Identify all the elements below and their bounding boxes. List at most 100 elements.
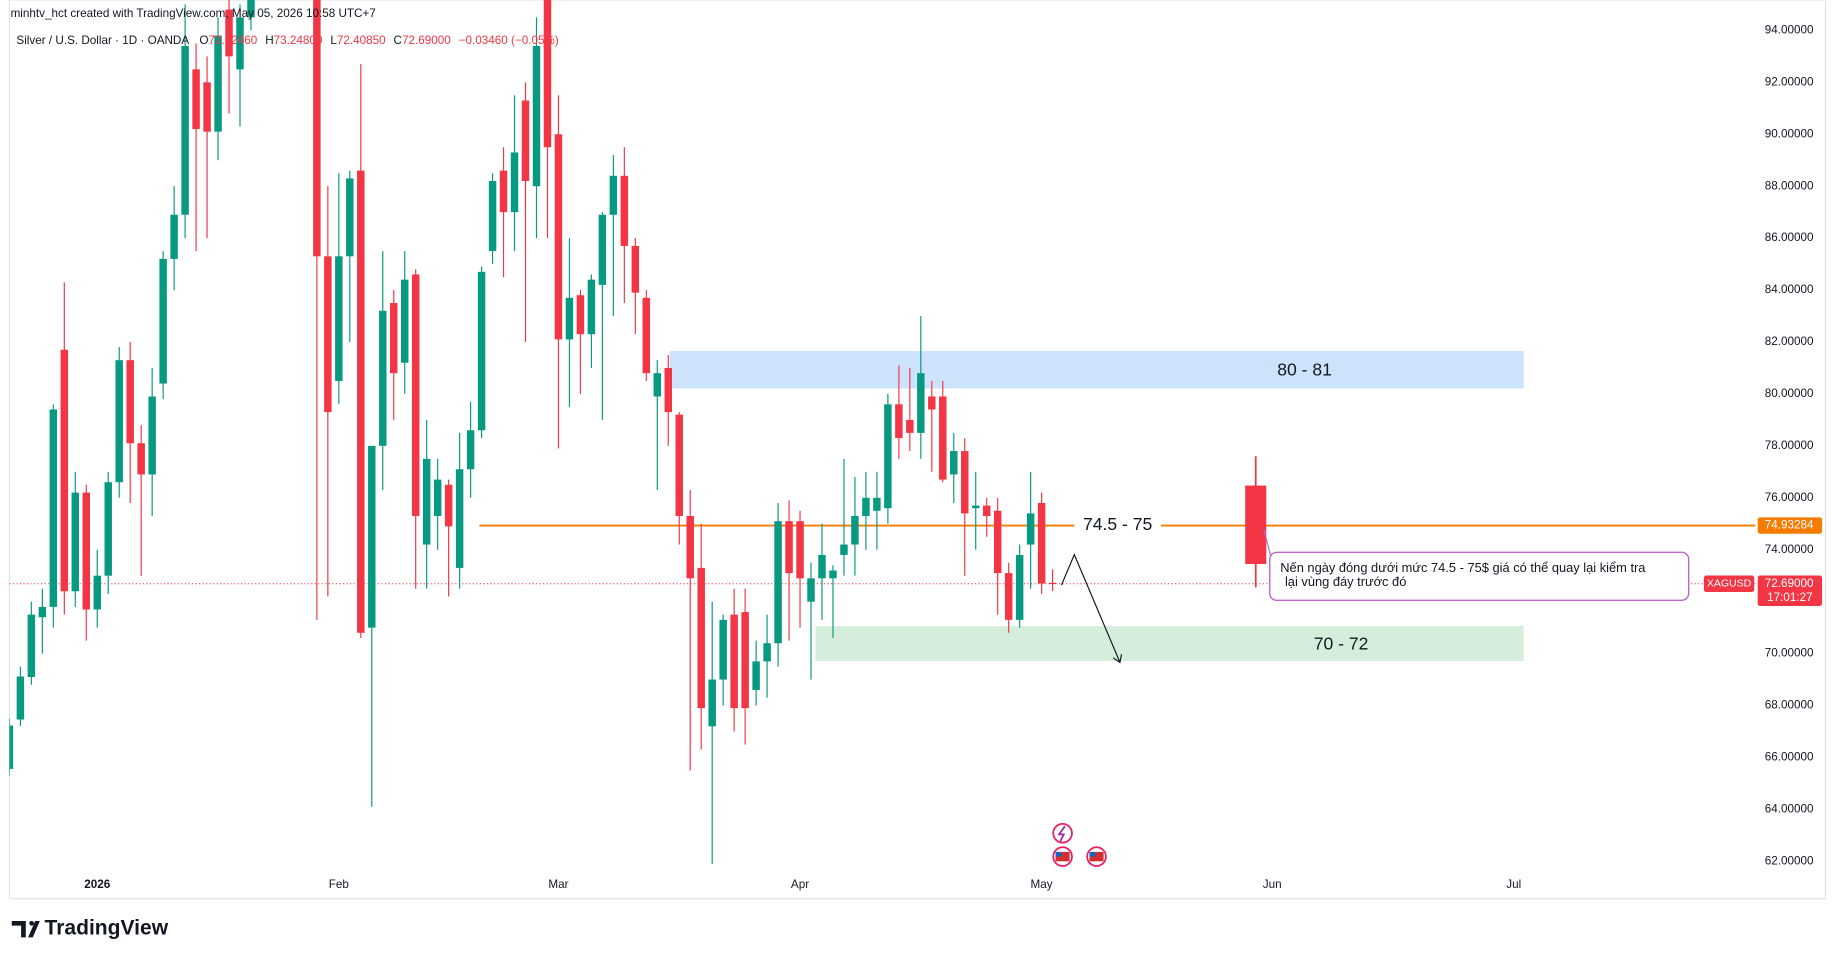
candle-body [565,297,574,340]
y-tick-label: 76.00000 [1765,491,1814,504]
y-tick-label: 94.00000 [1765,23,1814,36]
candle-body [499,170,508,213]
candle-body [829,570,837,579]
candle-body [961,451,969,514]
x-tick-label: Feb [329,878,350,891]
candle-body [576,295,585,335]
candle-body [379,310,387,446]
y-tick-label: 64.00000 [1765,802,1814,815]
x-tick-label: May [1031,878,1053,891]
candle-body [203,82,211,132]
candle-body [785,521,793,574]
symbol-text: XAGUSD [1707,578,1752,590]
candle-body [148,396,156,475]
candle-body [906,419,914,433]
candle-body [71,492,80,592]
projection-body [1245,485,1267,565]
y-tick-label: 92.00000 [1765,75,1814,88]
candle-body [192,69,200,130]
candle-body [247,0,255,18]
legend-label: L [330,34,337,47]
candle-body [390,303,398,374]
overlays: 80 - 81 70 - 72 74.5 - 75 [1083,360,1368,654]
y-tick-label: 80.00000 [1765,387,1814,400]
y-tick-label: 82.00000 [1765,335,1814,348]
candle-body [686,515,694,579]
y-tick-label: 88.00000 [1765,179,1814,192]
candle-body [16,676,25,720]
candle-body [928,396,936,410]
candle-body [664,367,672,413]
level-price-tag [1757,517,1823,534]
candle-body [1037,502,1046,584]
candle-body [950,451,958,475]
candle-body [971,505,980,509]
candle-body [993,510,1002,574]
candle-body [939,396,947,480]
level-price-text: 74.93284 [1765,519,1814,532]
candle-body [532,45,541,187]
brand-logo [11,920,40,938]
candle-body [1015,554,1024,620]
candle-body [313,0,321,257]
candle-body [346,178,354,257]
candle-body [368,445,376,628]
legend-value: 72.69000 [402,34,451,47]
candle-body [895,404,903,439]
y-tick-label: 78.00000 [1765,439,1814,452]
x-tick-label: 2026 [84,878,111,891]
y-tick-label: 90.00000 [1765,127,1814,140]
candle-body [181,45,189,215]
candle-body [675,414,683,516]
candle-body [697,567,705,709]
candle-body [521,100,530,181]
candle-body [27,614,36,677]
candle-body [1004,573,1013,620]
candle-body [510,152,519,213]
flag-icon [1055,851,1070,862]
y-tick-label: 62.00000 [1765,854,1814,867]
candle-body [807,578,815,602]
plot-frame [8,0,1827,900]
y-tick-label: 70.00000 [1765,647,1814,660]
candle-body [543,0,552,148]
candle-body [609,175,618,215]
legend-label: H [265,34,273,47]
candle-body [1026,513,1035,545]
candle-body [422,458,431,545]
flag-icon [1089,851,1104,862]
y-tick-label: 86.00000 [1765,231,1814,244]
candle-body [400,279,409,363]
event-icon[interactable] [1052,822,1073,844]
legend-value: 72.40850 [337,34,386,47]
legend: Silver / U.S. Dollar · 1D · OANDA O72.72… [16,34,558,47]
candle-body [93,575,101,610]
candles [9,0,1267,864]
candle-body [433,479,442,516]
header-text: minhtv_hct created with TradingView.com,… [11,7,376,20]
candle-body [862,497,870,516]
last-price-text: 72.69000 [1765,577,1814,590]
candle-body [477,271,486,431]
y-tick-label: 74.00000 [1765,543,1814,556]
x-tick-label: Mar [548,878,568,891]
candle-body [587,279,596,335]
candle-body [104,482,112,576]
candle-body [357,170,365,633]
last-price-tag [1757,575,1823,606]
candle-body [170,214,178,259]
candle-body [873,497,881,511]
candle-body [335,256,343,381]
zone-label: 80 - 81 [1277,360,1332,380]
annotation-connector [1263,528,1272,558]
candle-body [719,619,727,680]
brand-name: TradingView [45,917,169,940]
legend-value: 73.24800 [274,34,323,47]
candle-body [851,515,859,545]
symbol-tag [1703,575,1755,592]
legend-label: C [394,34,402,47]
candle-body [620,175,629,246]
candle-body [763,643,771,662]
candle-body [324,256,332,413]
